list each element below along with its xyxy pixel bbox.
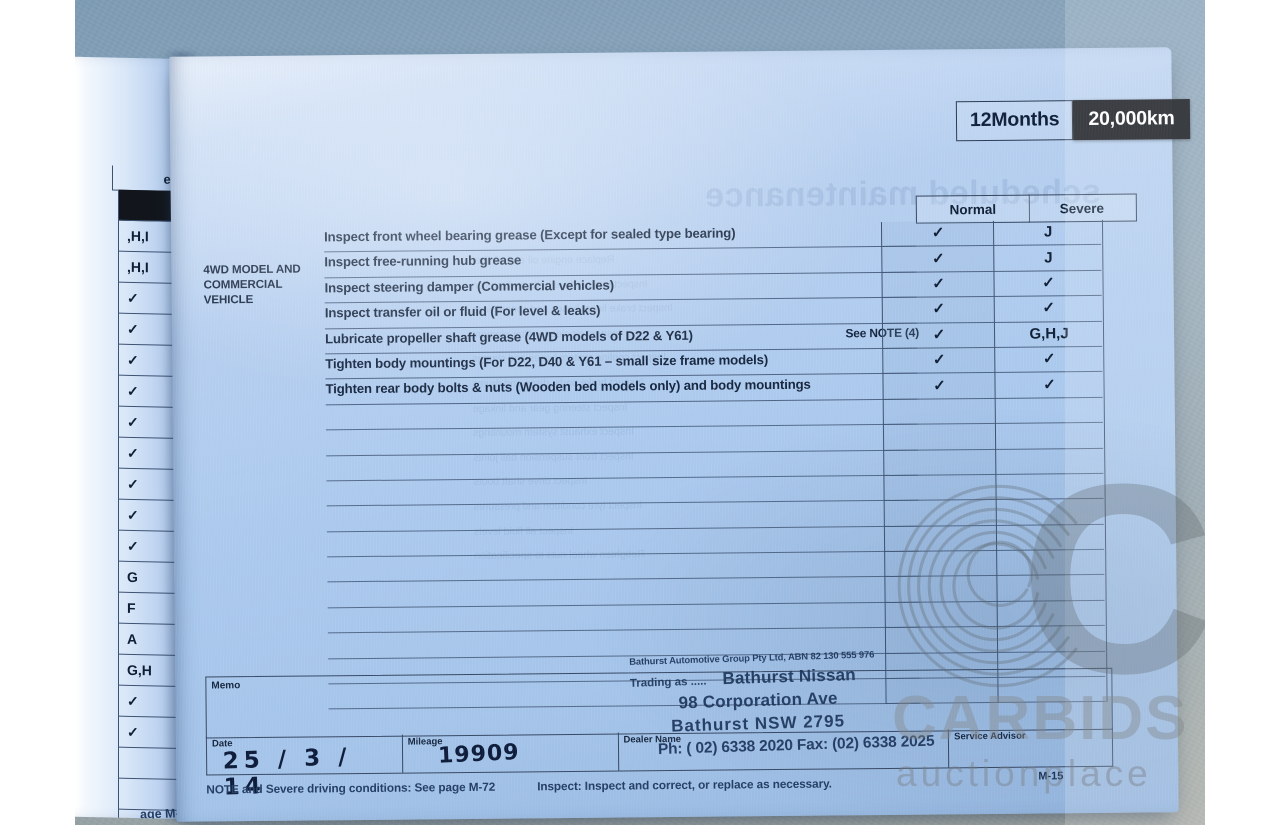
page-number: M-15 <box>1038 770 1064 783</box>
task-label: Inspect steering damper (Commercial vehi… <box>324 277 614 296</box>
cell-normal <box>884 576 998 603</box>
cell-normal <box>883 525 998 553</box>
cell-normal: ✓ <box>880 220 995 248</box>
cell-normal <box>883 474 997 502</box>
cell-normal <box>882 398 996 426</box>
task-label: Inspect free-running hub grease <box>324 252 522 270</box>
severe-mark: ✓ <box>1043 375 1056 393</box>
task-label: Tighten rear body bolts & nuts (Wooden b… <box>325 377 811 397</box>
cell-normal: ✓ <box>881 271 995 299</box>
mileage-value-handwritten: 19909 <box>437 740 520 769</box>
stamp-trading-as-name: Bathurst Nissan <box>722 664 857 689</box>
cell-normal: ✓ <box>882 347 996 375</box>
severe-mark: ✓ <box>1042 299 1056 317</box>
normal-mark: ✓ <box>932 300 946 318</box>
cell-normal: ✓ <box>881 246 995 273</box>
cell-normal <box>883 500 997 527</box>
normal-mark: ✓ <box>932 326 946 344</box>
interval-months-badge: 12Months <box>955 100 1074 142</box>
memo-label: Memo <box>211 680 241 692</box>
severe-mark: J <box>1043 223 1053 241</box>
cell-normal <box>882 424 997 451</box>
cell-normal <box>884 550 998 578</box>
task-label: Inspect transfer oil or fluid (For level… <box>324 302 601 321</box>
page-content: scheduled maintenance Replace engine oil… <box>169 47 1190 822</box>
severe-mark: ✓ <box>1042 350 1056 368</box>
cell-normal: ✓ <box>881 297 995 324</box>
stamp-trading-as-label: Trading as ..... <box>629 675 707 690</box>
cell-normal <box>884 601 998 629</box>
normal-mark: ✓ <box>932 275 945 293</box>
cell-normal <box>883 449 997 476</box>
checklist-table-body: 4WD MODEL AND COMMERCIAL VEHICLE Inspect… <box>203 219 1141 711</box>
normal-mark: ✓ <box>931 224 945 242</box>
photo-margin-left <box>0 0 75 825</box>
right-page: scheduled maintenance Replace engine oil… <box>169 47 1190 822</box>
column-header-normal: Normal <box>915 194 1030 224</box>
footer-note-severe: NOTE and Severe driving conditions: See … <box>206 779 496 797</box>
date-field[interactable]: Date 25 / 3 / 14 <box>206 734 404 801</box>
mileage-field[interactable]: Mileage 19909 <box>402 732 619 773</box>
severe-mark: G,H,J <box>1029 324 1069 343</box>
severe-mark: J <box>1044 248 1053 267</box>
service-advisor-label: Service Advisor <box>954 730 1026 743</box>
task-label: Inspect front wheel bearing grease (Exce… <box>324 225 736 245</box>
normal-mark: ✓ <box>933 376 946 395</box>
normal-mark: ✓ <box>931 249 945 268</box>
task-label: Lubricate propeller shaft grease (4WD mo… <box>324 327 693 346</box>
task-label: Tighten body mountings (For D22, D40 & Y… <box>325 352 769 372</box>
dealer-rubber-stamp: Bathurst Automotive Group Pty Ltd, ABN 8… <box>629 646 962 760</box>
photo-margin-right <box>1205 0 1280 825</box>
severe-mark: ✓ <box>1042 274 1055 292</box>
normal-mark: ✓ <box>932 351 946 369</box>
cell-normal: ✓ <box>882 373 996 400</box>
cell-normal: ✓ <box>881 322 996 349</box>
footer-note-inspect: Inspect: Inspect and correct, or replace… <box>537 776 832 794</box>
